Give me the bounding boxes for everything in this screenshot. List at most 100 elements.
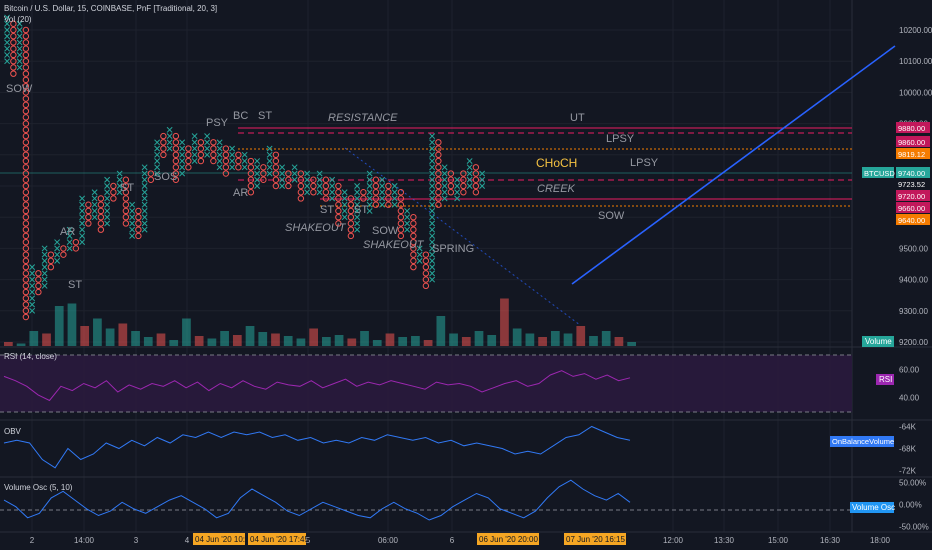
pnf-o-box [222,170,230,177]
pnf-x-box [129,226,136,233]
volume-bar [601,331,611,346]
annotation-bc: BC [233,110,248,122]
pnf-o-box [410,263,417,271]
volume-bar [16,343,26,346]
volume-bar [309,328,318,346]
pnf-o-box [335,189,342,196]
pnf-x-box [479,170,486,177]
pnf-x-box [379,201,386,208]
pnf-o-box [10,51,17,59]
volume-bar [245,326,255,346]
pnf-o-box [172,176,180,183]
pnf-o-box [60,245,67,252]
pnf-o-box [97,226,105,233]
pnf-x-box [4,58,11,65]
volume-bar [347,338,357,346]
pnf-x-box [104,176,111,183]
pnf-o-box [197,151,205,159]
pnf-x-box [441,164,448,171]
pnf-o-box [322,182,330,190]
x-tick-label: 15:00 [768,536,789,545]
pnf-o-box [447,176,455,183]
pnf-x-box [354,183,361,189]
pnf-x-box [266,151,273,158]
pnf-x-box [354,195,361,202]
pnf-o-box [22,120,30,127]
vosc-line [3,479,631,521]
pnf-o-box [22,132,30,140]
volume-bar [131,331,140,346]
pnf-x-box [454,195,461,202]
volume-bar [207,338,217,346]
rsi-title: RSI (14, close) [4,352,57,361]
time-tag-badge [477,533,539,545]
pnf-o-box [297,182,305,190]
volume-bar [156,333,166,346]
pnf-o-box [22,151,30,159]
pnf-o-box [22,232,30,240]
annotation-lpsy: LPSY [630,157,659,169]
pnf-o-box [310,182,317,190]
pnf-x-box [429,183,436,189]
pnf-x-box [279,183,286,189]
volume-bar [436,316,446,346]
pnf-x-box [141,170,148,177]
pnf-o-box [172,157,180,165]
pnf-o-box [272,157,280,165]
pnf-o-box [222,164,230,171]
pnf-o-box [135,214,142,221]
pnf-x-box [466,176,473,183]
pnf-o-box [347,201,355,208]
pnf-o-box [372,176,380,183]
pnf-o-box [97,220,105,227]
pnf-o-box [47,257,55,265]
rsi-band [0,355,852,412]
pnf-o-box [235,157,242,165]
pnf-x-box [329,183,336,189]
pnf-x-box [404,220,411,227]
pnf-o-box [247,164,255,171]
pnf-o-box [22,114,30,121]
pnf-o-box [385,195,392,202]
pnf-x-box [141,226,148,233]
pnf-x-box [66,245,73,252]
time-tag-badge [564,533,626,545]
volume-bar [220,331,229,346]
pnf-x-box [429,145,436,152]
pnf-o-box [22,164,30,171]
pnf-o-box [22,101,30,109]
pnf-x-box [41,257,48,264]
price-tag: 9860.00 [898,138,925,147]
pnf-x-box [4,27,11,33]
y-tick-label: -72K [899,467,917,476]
pnf-x-box [366,170,373,177]
volume-bar [334,335,344,346]
pnf-o-box [172,164,180,171]
pnf-o-box [472,164,480,171]
pnf-x-box [141,189,148,196]
pnf-x-box [429,164,436,171]
x-tick-label: 12:00 [663,536,684,545]
volume-bar [398,337,408,346]
volume-bar [118,323,128,346]
annotation-sos: SOS [154,171,177,183]
pnf-x-box [466,164,473,171]
pnf-o-box [22,95,30,102]
pnf-o-box [122,189,130,196]
pnf-o-box [260,164,267,171]
pnf-x-box [441,189,448,196]
pnf-x-box [316,176,323,183]
pnf-o-box [22,201,30,208]
pnf-x-box [354,220,361,227]
pnf-o-box [22,176,30,183]
volume-bar [194,336,204,346]
pnf-o-box [272,164,280,171]
pnf-x-box [16,45,23,52]
pnf-x-box [341,195,348,202]
pnf-o-box [22,220,30,227]
y-tick-label: -64K [899,423,917,432]
pnf-o-box [22,195,30,202]
pnf-o-box [410,238,417,246]
pnf-x-box [429,214,436,221]
pnf-x-box [341,201,348,208]
